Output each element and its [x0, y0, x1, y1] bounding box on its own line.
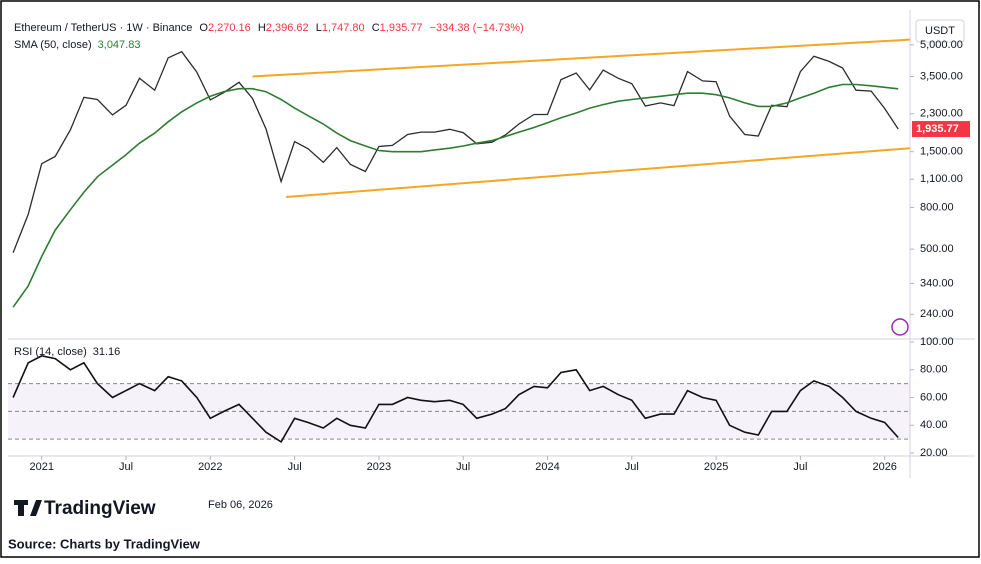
y-tick-label: 5,000.00: [920, 39, 963, 51]
x-tick-label: 2024: [535, 461, 559, 473]
y-tick-label: 60.00: [920, 391, 948, 403]
y-tick-label: 240.00: [920, 308, 954, 320]
last-price-tag: [912, 121, 970, 138]
series-line: [12, 50, 899, 254]
legend-header: Ethereum / TetherUS · 1W · Binance O2,27…: [14, 22, 524, 34]
y-tick-label: 20.00: [920, 447, 948, 459]
x-tick-label: 2025: [704, 461, 728, 473]
x-tick-label: 2021: [29, 461, 53, 473]
series-line: [12, 355, 899, 444]
trendline: [286, 147, 910, 198]
logo: TradingView: [14, 498, 156, 519]
y-tick-label: 1,500.00: [920, 146, 963, 158]
y-tick-label: 3,500.00: [920, 70, 963, 82]
y-tick-label: 80.00: [920, 364, 948, 376]
x-tick-label: Jul: [288, 461, 302, 473]
y-tick-label: 40.00: [920, 419, 948, 431]
y-tick-label: 1,100.00: [920, 173, 963, 185]
x-tick-label: 2022: [198, 461, 222, 473]
x-tick-label: Jul: [793, 461, 807, 473]
y-tick-label: 100.00: [920, 336, 954, 348]
y-tick-label: 2,300.00: [920, 108, 963, 120]
x-tick-label: Jul: [456, 461, 470, 473]
y-tick-label: 800.00: [920, 201, 954, 213]
date: Feb 06, 2026: [208, 499, 273, 511]
brand: TradingView: [44, 498, 156, 519]
y-tick-label: 500.00: [920, 243, 954, 255]
trendline: [252, 38, 910, 78]
currency[interactable]: USDT: [925, 25, 955, 37]
x-tick-label: Jul: [119, 461, 133, 473]
x-tick-label: Jul: [625, 461, 639, 473]
source: Source: Charts by TradingView: [8, 536, 201, 551]
x-tick-label: 2023: [367, 461, 391, 473]
x-tick-label: 2026: [872, 461, 896, 473]
currency-box[interactable]: [915, 19, 965, 43]
alert-icon[interactable]: [891, 318, 909, 336]
sma-legend: SMA (50, close) 3,047.83: [14, 39, 140, 51]
series-line: [12, 83, 899, 308]
y-tick-label: 340.00: [920, 277, 954, 289]
last-price-label: 1,935.77: [916, 123, 959, 135]
rsi-legend: RSI (14, close) 31.16: [14, 346, 120, 358]
